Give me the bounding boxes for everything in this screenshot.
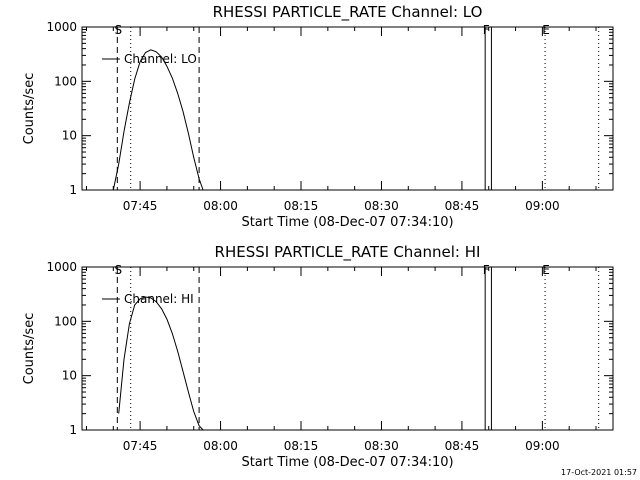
chart-title: RHESSI PARTICLE_RATE Channel: HI xyxy=(215,243,481,262)
marker-label: F xyxy=(483,23,490,37)
y-tick-label: 100 xyxy=(54,74,77,88)
marker-label: S xyxy=(114,23,122,37)
axes-frame xyxy=(81,26,614,191)
x-tick-label: 08:15 xyxy=(284,199,319,213)
y-tick-label: 1000 xyxy=(46,260,77,274)
x-axis-label: Start Time (08-Dec-07 07:34:10) xyxy=(241,215,453,230)
marker-label: E xyxy=(542,23,550,37)
chart-panel-lo: RHESSI PARTICLE_RATE Channel: LO Counts/s… xyxy=(22,3,614,230)
x-tick-label: 08:00 xyxy=(203,199,238,213)
x-tick-label: 08:00 xyxy=(203,439,238,453)
x-tick-label: 09:00 xyxy=(525,439,560,453)
y-tick-label: 1 xyxy=(69,423,77,437)
y-tick-label: 10 xyxy=(62,369,77,383)
series-line xyxy=(112,49,204,191)
axes-frame xyxy=(81,266,614,431)
date-stamp: 17-Oct-2021 01:57 xyxy=(561,468,637,477)
x-axis-label: Start Time (08-Dec-07 07:34:10) xyxy=(241,455,453,470)
marker-label: F xyxy=(483,263,490,277)
x-tick-label: 07:45 xyxy=(123,199,158,213)
y-tick-label: 100 xyxy=(54,314,77,328)
x-tick-label: 09:00 xyxy=(525,199,560,213)
legend-label: Channel: HI xyxy=(124,292,194,306)
x-tick-label: 08:30 xyxy=(364,199,399,213)
legend-label: Channel: LO xyxy=(124,52,197,66)
y-tick-label: 10 xyxy=(62,129,77,143)
marker-label: S xyxy=(114,263,122,277)
chart-panel-hi: RHESSI PARTICLE_RATE Channel: HI Counts/s… xyxy=(22,243,614,470)
y-axis-label: Counts/sec xyxy=(22,313,37,385)
x-tick-label: 08:45 xyxy=(445,439,480,453)
x-tick-label: 07:45 xyxy=(123,439,158,453)
marker-label: E xyxy=(542,263,550,277)
x-tick-label: 08:30 xyxy=(364,439,399,453)
chart-title: RHESSI PARTICLE_RATE Channel: LO xyxy=(213,3,483,22)
x-tick-label: 08:45 xyxy=(445,199,480,213)
series-line xyxy=(118,296,204,431)
y-axis-label: Counts/sec xyxy=(22,73,37,145)
y-tick-label: 1 xyxy=(69,183,77,197)
y-tick-label: 1000 xyxy=(46,20,77,34)
x-tick-label: 08:15 xyxy=(284,439,319,453)
